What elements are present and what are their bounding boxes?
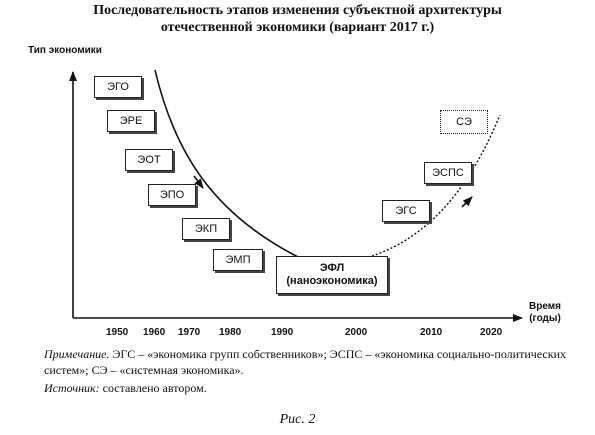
box-ego: ЭГО [94,76,142,98]
note-text: ЭГС – «экономика групп собственников»; Э… [44,347,566,377]
year-label-1990: 1990 [271,327,294,338]
note: Примечание. ЭГС – «экономика групп собст… [44,346,584,378]
box-efl-line-1: ЭФЛ [319,262,345,274]
source-label: Источник: [44,381,100,395]
year-label-1980: 1980 [219,327,242,338]
year-label-2010: 2010 [420,327,443,338]
year-label-2000: 2000 [345,327,368,338]
note-label: Примечание. [44,347,110,361]
box-egs: ЭГС [382,200,430,222]
title-line-2: отечественной экономики (вариант 2017 г.… [160,20,435,35]
title-line-1: Последовательность этапов изменения субъ… [93,3,502,18]
figure-caption: Рис. 2 [279,412,316,427]
year-label-2020: 2020 [480,327,503,338]
ascending-curve-arrow [461,196,473,208]
x-axis-label-line-2: (годы) [529,313,561,324]
box-se: СЭ [440,110,488,134]
source: Источник: составлено автором. [44,380,584,396]
box-ekp: ЭКП [182,218,230,240]
box-eot: ЭОТ [125,149,173,171]
year-label-1970: 1970 [178,327,201,338]
diagram-title: Последовательность этапов изменения субъ… [0,2,595,36]
box-esps: ЭСПС [424,162,472,184]
x-axis-label: Время (годы) [529,301,561,325]
descending-curve-arrow [193,175,204,189]
box-ere: ЭРЕ [107,110,155,132]
y-axis-label: Тип экономики [28,45,102,56]
year-label-1960: 1960 [143,327,166,338]
box-epo: ЭПО [148,184,196,206]
source-text: составлено автором. [102,381,207,395]
year-label-1950: 1950 [106,327,129,338]
ascending-curve [371,114,501,257]
x-axis-label-line-1: Время [529,301,561,312]
box-efl: ЭФЛ (наноэкономика) [276,256,388,294]
box-efl-line-2: (наноэкономика) [286,275,378,287]
box-emp: ЭМП [213,249,263,271]
